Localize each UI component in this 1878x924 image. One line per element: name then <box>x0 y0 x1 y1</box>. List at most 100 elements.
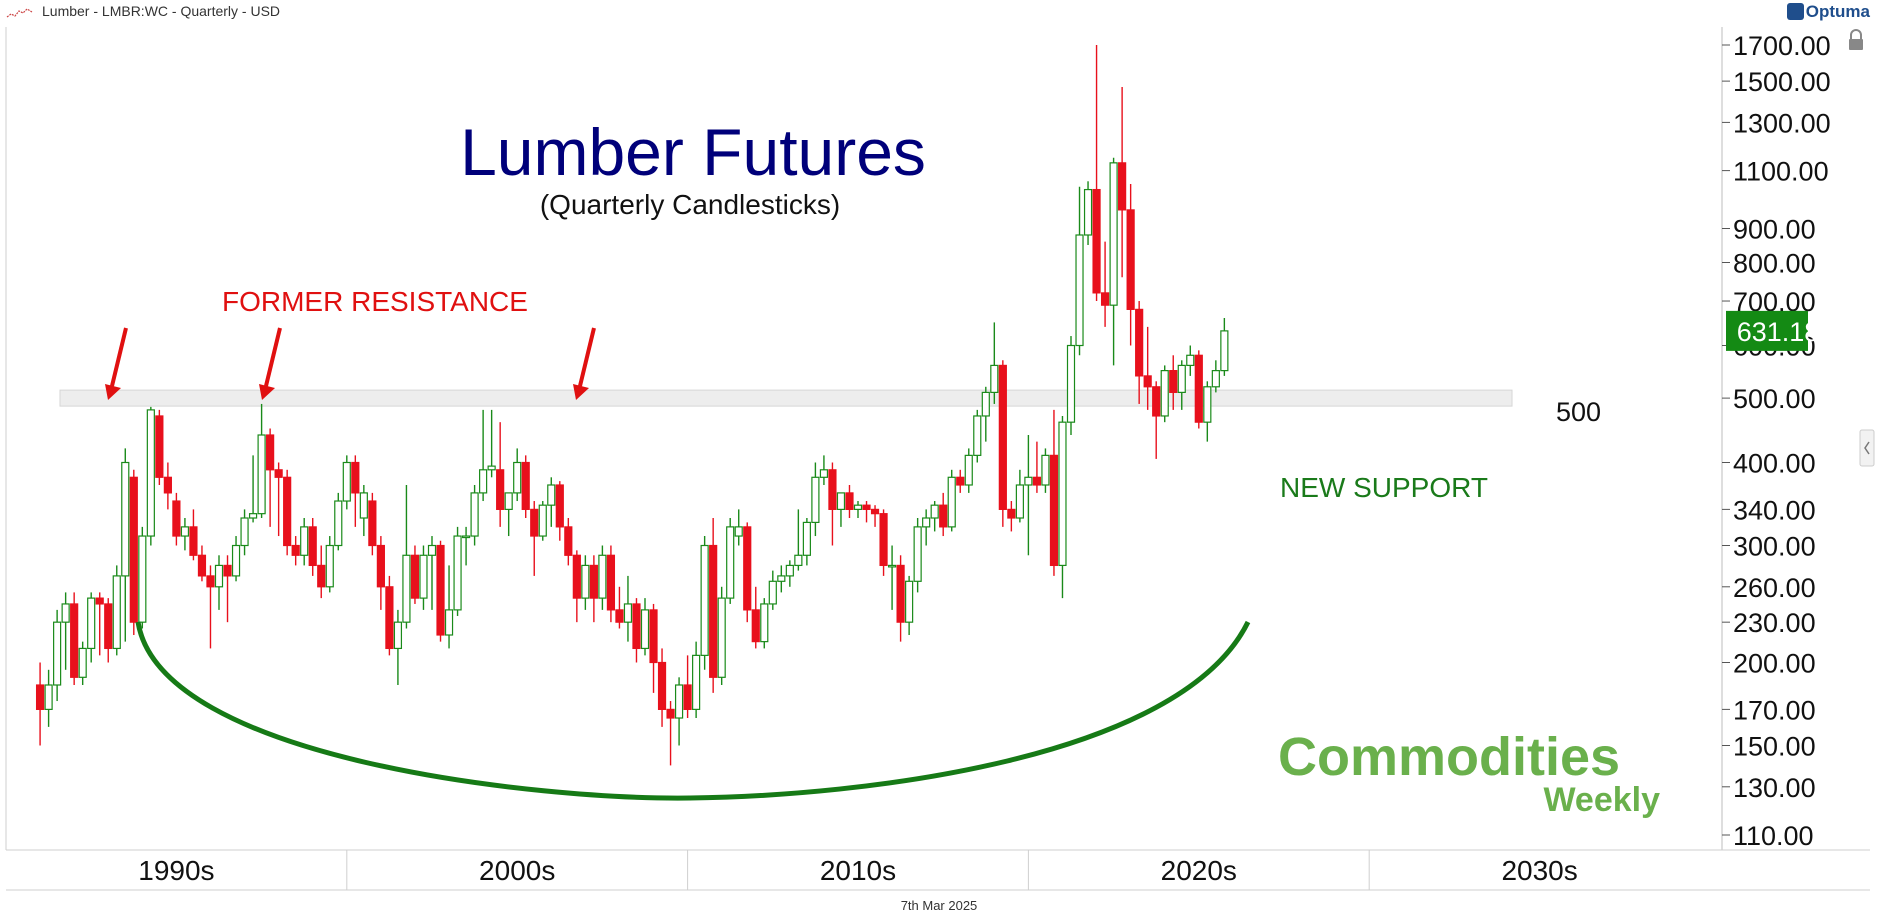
candle <box>436 540 445 642</box>
candle-body <box>223 564 232 577</box>
candle <box>879 509 888 576</box>
candlestick-series <box>35 45 1229 766</box>
candle <box>214 555 224 610</box>
candle-body <box>104 603 113 650</box>
lock-icon[interactable] <box>1849 29 1863 50</box>
candle-body <box>870 508 880 515</box>
candle <box>223 555 232 623</box>
candle <box>1160 365 1169 423</box>
candle <box>1177 360 1186 410</box>
candle-body <box>385 586 394 650</box>
candle <box>785 560 794 587</box>
candle <box>828 462 837 546</box>
candle <box>623 575 633 642</box>
resistance-arrow-1 <box>105 327 128 400</box>
candle <box>1066 336 1076 435</box>
candle-body <box>214 564 224 588</box>
candle <box>393 609 403 685</box>
candle-body <box>402 554 411 623</box>
candle-body <box>257 434 266 515</box>
candle <box>351 455 360 527</box>
candle-body <box>197 554 207 577</box>
collapse-panel-tab[interactable] <box>1859 429 1875 467</box>
y-tick-label: 170.00 <box>1733 695 1816 725</box>
candle <box>632 598 641 663</box>
candle-body <box>845 492 854 510</box>
candle-body <box>1015 484 1024 519</box>
chart-header: Lumber - LMBR:WC - Quarterly - USD Optum… <box>0 0 1878 26</box>
candle-body <box>44 684 53 710</box>
candle-body <box>751 609 760 643</box>
candle <box>291 536 300 566</box>
candle-body <box>547 484 556 506</box>
candle-body <box>1126 209 1135 310</box>
candle <box>470 484 479 546</box>
candle-body <box>189 526 198 556</box>
candle <box>266 428 275 527</box>
candle <box>845 484 854 519</box>
candle-body <box>692 654 701 710</box>
candle <box>325 536 334 593</box>
candle <box>1135 301 1144 404</box>
candle <box>870 505 880 527</box>
y-tick-label: 300.00 <box>1733 532 1816 562</box>
candle <box>504 492 513 537</box>
candle <box>862 501 871 523</box>
candle <box>70 592 79 685</box>
candle-body <box>410 554 420 599</box>
candle-body <box>351 461 360 494</box>
candle <box>998 360 1007 527</box>
candle-body <box>419 554 428 599</box>
y-tick-label: 800.00 <box>1733 248 1816 278</box>
candle-body <box>78 647 87 678</box>
candle-body <box>121 461 130 577</box>
candle <box>973 409 982 463</box>
candle <box>981 386 990 442</box>
candle-body <box>35 684 45 710</box>
candle-body <box>947 476 956 528</box>
resistance-arrow-3 <box>573 327 596 400</box>
candle <box>444 565 454 649</box>
candle-body <box>1058 421 1067 567</box>
candle-body <box>1032 476 1042 486</box>
x-tick-label: 1990s <box>138 855 214 886</box>
candle-body <box>300 526 309 556</box>
candle-body <box>444 609 454 636</box>
candle <box>768 570 777 610</box>
candle <box>674 677 684 746</box>
candle-body <box>376 544 385 588</box>
chart-subtitle: (Quarterly Candlesticks) <box>540 189 840 220</box>
candle-body <box>828 469 837 510</box>
candle <box>1015 469 1024 523</box>
candle-body <box>862 504 871 510</box>
candle-body <box>1143 375 1152 388</box>
x-tick-label: 2030s <box>1501 855 1577 886</box>
candle <box>1109 157 1118 366</box>
former-resistance-label: FORMER RESISTANCE <box>222 286 528 317</box>
candle <box>1083 181 1093 246</box>
candle-body <box>95 597 104 605</box>
candle-body <box>155 415 164 478</box>
candle <box>657 648 667 727</box>
candle <box>1169 355 1178 410</box>
candle-body <box>1169 370 1178 393</box>
candle-body <box>342 461 351 502</box>
candle-body <box>1075 234 1084 347</box>
candle <box>743 522 752 623</box>
candle-body <box>998 364 1007 510</box>
commodities-weekly-watermark: Commodities <box>1278 727 1620 787</box>
candle-body <box>461 535 471 539</box>
candle-body <box>734 526 743 537</box>
candle-body <box>657 661 667 710</box>
candle-body <box>819 469 829 478</box>
candle-body <box>427 544 437 556</box>
candle-body <box>1211 370 1220 388</box>
candle-body <box>1194 354 1203 423</box>
candle <box>155 409 164 485</box>
candle <box>342 455 351 510</box>
candle <box>1058 415 1067 599</box>
candle-body <box>1041 454 1050 486</box>
y-tick-label: 1100.00 <box>1733 157 1829 187</box>
candle-body <box>112 575 121 650</box>
